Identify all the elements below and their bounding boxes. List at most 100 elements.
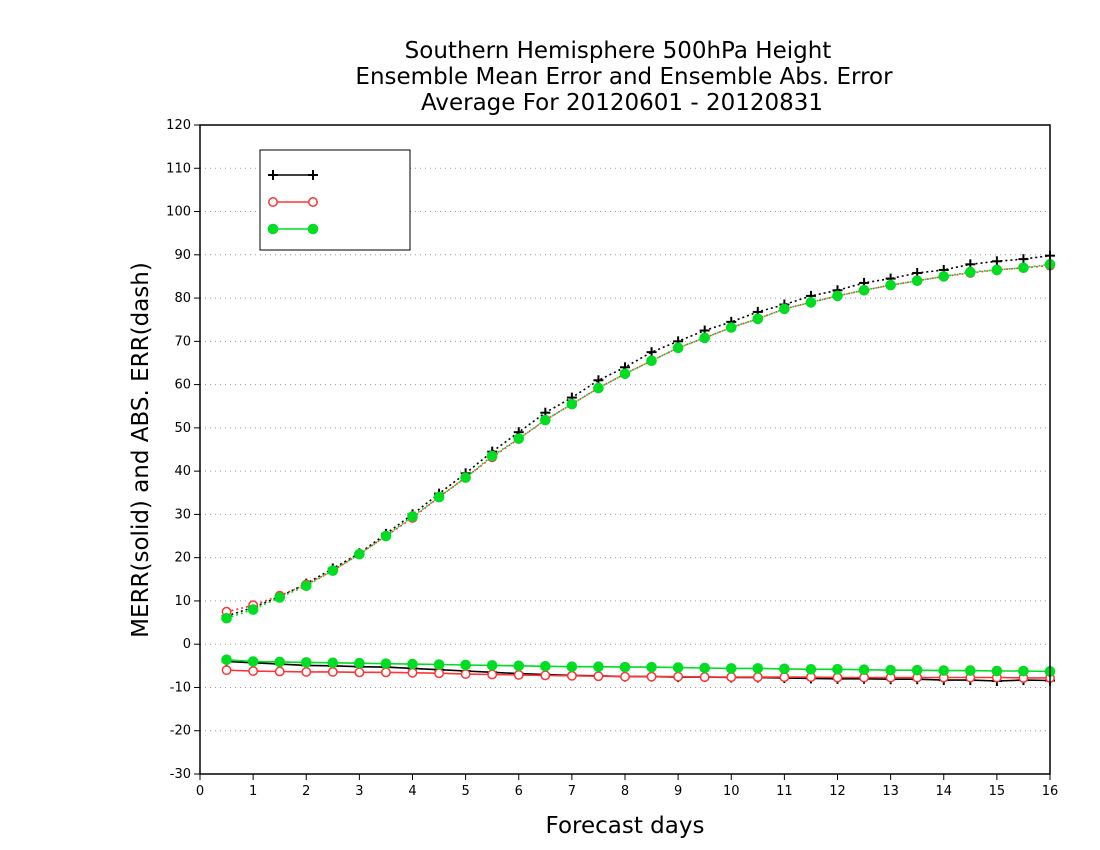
y-tick-label: 0 xyxy=(183,637,191,652)
x-axis-ticks: 0 1 2 3 4 5 6 7 8 9 10 11 12 13 14 15 16 xyxy=(196,774,1058,799)
abs-error-point xyxy=(619,368,631,380)
x-axis-title: Forecast days xyxy=(546,813,705,839)
abs-error-point xyxy=(407,511,418,522)
mean-error-point xyxy=(699,662,710,674)
title-line-3: Average For 20120601 - 20120831 xyxy=(421,90,823,116)
abs-error-point xyxy=(433,491,445,503)
abs-error-point xyxy=(725,322,737,333)
mean-error-point xyxy=(858,664,870,676)
abs-error-point xyxy=(300,580,312,592)
mean-error-point xyxy=(540,670,551,681)
series-1 xyxy=(221,250,1055,686)
x-tick-label: 13 xyxy=(882,784,899,799)
legend-items xyxy=(267,170,319,235)
mean-error-point xyxy=(885,664,896,676)
abs-error-point xyxy=(911,275,923,287)
mean-error-point xyxy=(620,671,630,682)
x-tick-label: 1 xyxy=(249,784,257,799)
abs-error-point xyxy=(247,604,259,615)
x-tick-label: 8 xyxy=(621,784,629,799)
legend-box xyxy=(259,149,411,251)
chart-title: Southern Hemisphere 500hPa Height Ensemb… xyxy=(355,38,893,116)
y-tick-label: 110 xyxy=(166,161,191,176)
mean-error-point xyxy=(540,660,551,672)
x-tick-label: 10 xyxy=(723,784,740,799)
mean-error-point xyxy=(938,665,950,676)
abs-error-point xyxy=(1018,254,1029,265)
y-tick-label: 120 xyxy=(166,118,191,133)
abs-error-line xyxy=(226,254,1051,617)
abs-error-point xyxy=(965,266,976,278)
x-tick-label: 4 xyxy=(408,784,416,799)
mean-error-point xyxy=(752,672,763,683)
mean-error-point xyxy=(779,663,790,675)
abs-error-point xyxy=(221,612,232,624)
abs-error-point xyxy=(274,592,285,603)
mean-error-point xyxy=(965,665,976,676)
x-tick-label: 5 xyxy=(461,784,469,799)
mean-error-point xyxy=(1018,665,1029,677)
mean-error-point xyxy=(619,661,631,673)
mean-error-point xyxy=(221,665,232,676)
legend-marker xyxy=(267,223,279,235)
legend-entry-1 xyxy=(268,170,318,180)
x-tick-label: 16 xyxy=(1042,784,1059,799)
x-tick-label: 12 xyxy=(829,784,846,799)
abs-error-point xyxy=(938,271,950,282)
mean-error-point xyxy=(407,658,418,670)
mean-error-point xyxy=(805,663,817,675)
series-2 xyxy=(221,260,1055,683)
abs-error-point xyxy=(646,355,657,367)
mean-error-point xyxy=(248,666,259,676)
y-tick-label: 20 xyxy=(174,551,191,566)
y-tick-label: 90 xyxy=(174,248,191,263)
abs-error-point xyxy=(991,256,1002,267)
mean-error-point xyxy=(513,669,524,680)
mean-error-point xyxy=(593,671,604,682)
abs-error-point xyxy=(832,290,843,302)
y-tick-label: 70 xyxy=(174,334,191,349)
mean-error-point xyxy=(354,657,365,669)
abs-error-point xyxy=(327,565,339,576)
mean-error-point xyxy=(672,662,684,673)
legend-entry-2 xyxy=(268,197,318,207)
mean-error-point xyxy=(354,667,365,678)
x-tick-label: 6 xyxy=(515,784,523,799)
mean-error-point xyxy=(513,660,525,672)
y-tick-label: 100 xyxy=(166,205,191,220)
plot-frame xyxy=(199,124,1051,775)
x-tick-label: 14 xyxy=(935,784,952,799)
mean-error-point xyxy=(593,661,604,672)
abs-error-point xyxy=(752,313,764,325)
mean-error-point xyxy=(380,667,391,678)
mean-error-point xyxy=(646,661,657,673)
mean-error-point xyxy=(725,663,737,674)
abs-error-line xyxy=(226,264,1051,613)
abs-error-point xyxy=(991,264,1003,276)
legend-marker xyxy=(308,197,318,207)
abs-error-point xyxy=(486,450,498,462)
abs-error-point xyxy=(513,433,525,444)
abs-error-point xyxy=(672,342,684,354)
mean-error-point xyxy=(221,654,232,666)
y-tick-label: 80 xyxy=(174,291,191,306)
mean-error-point xyxy=(991,665,1003,677)
mean-error-point xyxy=(300,657,312,668)
abs-error-point xyxy=(646,347,657,358)
abs-error-point xyxy=(354,548,365,560)
mean-error-point xyxy=(460,659,471,671)
x-tick-label: 7 xyxy=(568,784,576,799)
mean-error-point xyxy=(247,656,259,667)
grid-lines xyxy=(200,167,1050,732)
mean-error-point xyxy=(407,667,418,678)
mean-error-line xyxy=(226,669,1050,679)
mean-error-point xyxy=(566,661,578,672)
legend-marker xyxy=(268,197,278,207)
x-tick-label: 2 xyxy=(302,784,310,799)
y-tick-label: -10 xyxy=(170,680,191,695)
mean-error-point xyxy=(911,664,923,676)
mean-error-point xyxy=(699,672,710,683)
y-tick-label: 60 xyxy=(174,378,191,393)
abs-error-point xyxy=(779,303,790,315)
